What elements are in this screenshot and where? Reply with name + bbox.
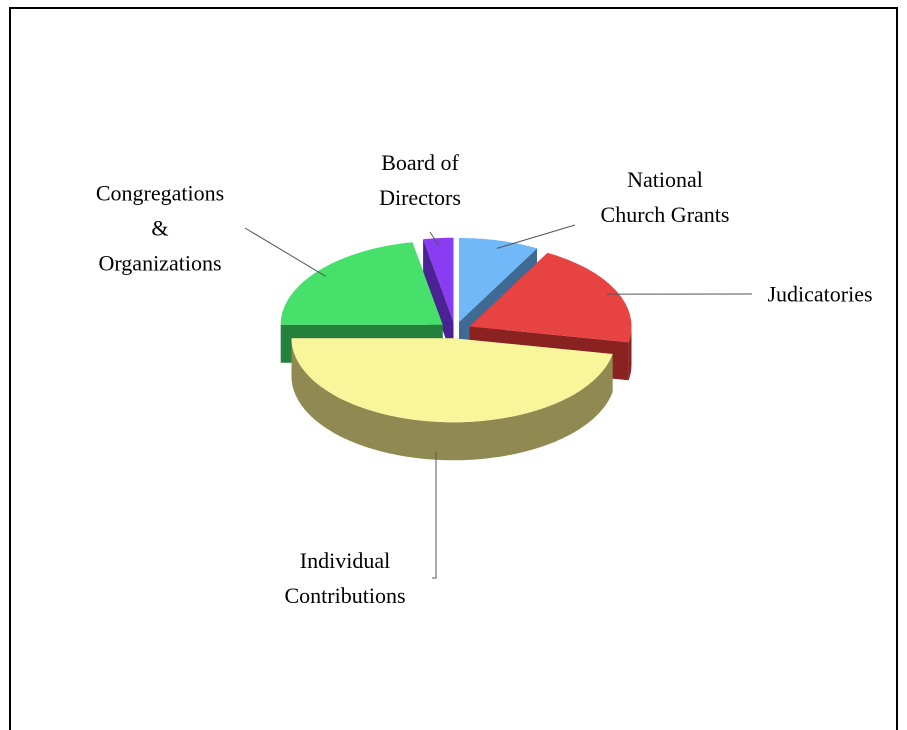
slice-side [291,338,613,461]
slice-label: Individual Contributions [284,548,406,608]
slice [291,338,613,423]
leader-line [432,451,437,579]
slice [469,252,632,343]
leader-line [429,231,440,247]
slice-label: National Church Grants [600,167,730,227]
slice-side [628,326,632,381]
slice-label: Board of Directors [379,150,461,210]
slice-label: Judicatories [767,281,873,307]
slice [423,237,454,322]
leader-line [244,227,326,277]
frame [9,7,898,730]
slice [459,238,537,322]
slice [280,242,443,325]
slice-label: Congregations & Organizations [95,180,225,276]
leader-line [496,224,576,249]
slice-wall [423,239,454,360]
